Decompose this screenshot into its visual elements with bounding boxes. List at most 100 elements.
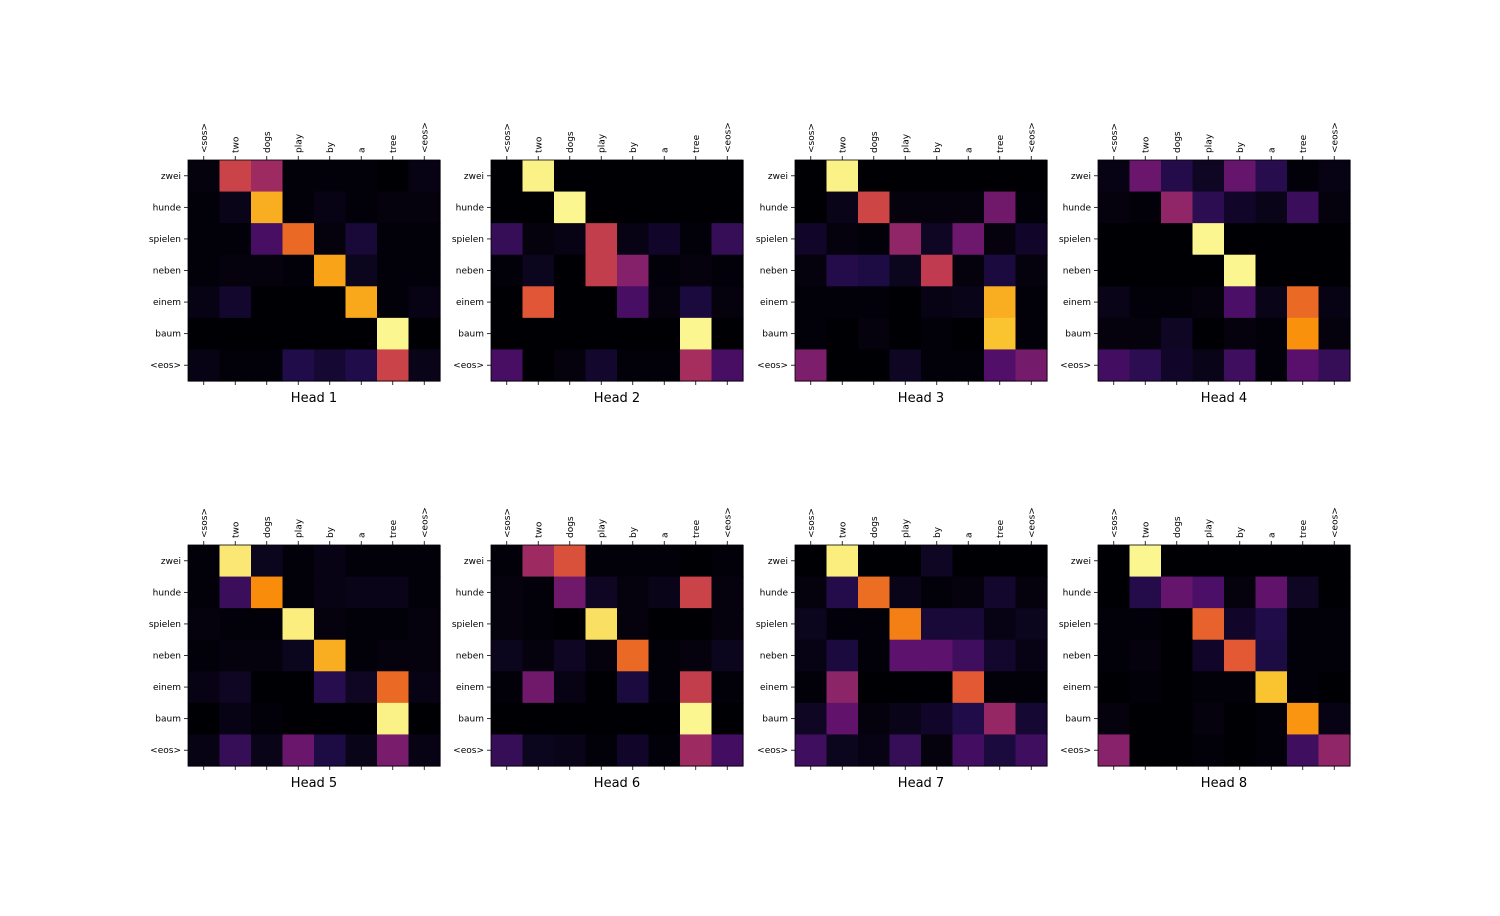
- heatmap-cell: [219, 349, 252, 382]
- y-tick-label: hunde: [153, 588, 182, 598]
- heatmap-cell: [314, 349, 347, 382]
- x-tick-label: two: [838, 521, 848, 538]
- heatmap-panel-7: <sos> two dogs play by a tree <eos> zwei hunde spi…: [756, 507, 1048, 791]
- heatmap-cell: [251, 608, 284, 641]
- heatmap-cell: [1255, 545, 1288, 578]
- heatmap-cell: [648, 608, 681, 641]
- heatmap-cell: [889, 608, 922, 641]
- x-tick-label: <sos>: [503, 123, 513, 153]
- heatmap-cell: [491, 349, 524, 382]
- heatmap-cell: [251, 223, 284, 256]
- heatmap-cell: [711, 223, 744, 256]
- heatmap-cell: [711, 608, 744, 641]
- heatmap-cell: [1318, 160, 1351, 193]
- heatmap-cell: [826, 160, 859, 193]
- heatmap-cell: [1098, 254, 1131, 287]
- heatmap-cell: [345, 671, 378, 704]
- heatmap-cell: [952, 160, 985, 193]
- heatmap-cell: [1129, 639, 1162, 672]
- heatmap-cell: [826, 223, 859, 256]
- y-tick-label: hunde: [760, 203, 789, 213]
- y-tick-label: spielen: [149, 235, 181, 245]
- y-tick-label: zwei: [1071, 557, 1091, 567]
- heatmap-cell: [921, 576, 954, 609]
- head-title: Head 6: [594, 776, 640, 791]
- heatmap-cell: [711, 317, 744, 351]
- y-tick-label: neben: [760, 267, 788, 277]
- heatmap-cell: [251, 191, 284, 224]
- x-tick-label: a: [1267, 147, 1277, 153]
- y-tick-label: zwei: [161, 557, 181, 567]
- heatmap-cell: [795, 576, 828, 609]
- y-tick-label: zwei: [768, 172, 788, 182]
- heatmap-cell: [408, 191, 441, 224]
- heatmap-cell: [408, 254, 441, 287]
- y-tick-label: <eos>: [757, 361, 788, 371]
- heatmap-panel-4: <sos> two dogs play by a tree <eos> zwei hunde spi…: [1059, 122, 1351, 406]
- x-tick-label: <eos>: [1330, 507, 1340, 538]
- heatmap-cell: [554, 545, 587, 578]
- heatmap-cell: [345, 160, 378, 193]
- heatmap-cell: [1129, 702, 1162, 736]
- heatmap-cell: [1255, 639, 1288, 672]
- heatmap-cell: [889, 317, 922, 351]
- heatmap-cell: [522, 734, 555, 767]
- heatmap-cell: [1318, 734, 1351, 767]
- heatmap-cell: [795, 545, 828, 578]
- heatmap-cell: [1161, 160, 1194, 193]
- heatmap-cell: [554, 223, 587, 256]
- heatmap-cell: [1192, 639, 1225, 672]
- heatmap-cell: [1098, 223, 1131, 256]
- x-tick-label: a: [964, 147, 974, 153]
- x-tick-label: play: [901, 133, 911, 153]
- heatmap-panel-5: <sos> two dogs play by a tree <eos> zwei hunde spi…: [149, 507, 441, 791]
- heatmap-cell: [952, 734, 985, 767]
- heatmap-cell: [314, 734, 347, 767]
- x-tick-label: by: [1236, 526, 1246, 538]
- heatmap-cell: [585, 191, 618, 224]
- heatmap-cell: [795, 317, 828, 351]
- heatmap-cell: [491, 286, 524, 319]
- heatmap-cell: [1224, 254, 1257, 287]
- heatmap-cell: [585, 160, 618, 193]
- heatmap-cell: [554, 576, 587, 609]
- heatmap-cell: [188, 734, 221, 767]
- heatmap-cell: [1098, 671, 1131, 704]
- x-tick-label: by: [1236, 141, 1246, 153]
- heatmap-cell: [617, 576, 650, 609]
- heatmap-cell: [921, 702, 954, 736]
- heatmap-cell: [585, 702, 618, 736]
- heatmap-cell: [984, 639, 1017, 672]
- heatmap-cell: [889, 576, 922, 609]
- x-tick-label: dogs: [263, 131, 273, 153]
- heatmap-cell: [345, 702, 378, 736]
- heatmap-cell: [648, 671, 681, 704]
- y-tick-label: einem: [760, 298, 788, 308]
- heatmap-cell: [1287, 576, 1320, 609]
- heatmap-cell: [1318, 671, 1351, 704]
- heatmap-cell: [188, 286, 221, 319]
- heatmap-cell: [648, 286, 681, 319]
- heatmap-cell: [585, 349, 618, 382]
- heatmap-cell: [314, 223, 347, 256]
- heatmap-cell: [1129, 576, 1162, 609]
- heatmap-cell: [377, 671, 410, 704]
- heatmap-cell: [826, 734, 859, 767]
- heatmap-cell: [282, 671, 315, 704]
- heatmap-cell: [251, 702, 284, 736]
- heatmap-cell: [491, 608, 524, 641]
- heatmap-cell: [1098, 160, 1131, 193]
- heatmap-cell: [711, 576, 744, 609]
- heatmap-cell: [795, 223, 828, 256]
- heatmap-cell: [1318, 639, 1351, 672]
- heatmap-cell: [1192, 702, 1225, 736]
- x-tick-label: dogs: [1173, 516, 1183, 538]
- x-tick-label: <sos>: [200, 123, 210, 153]
- heatmap-cell: [251, 545, 284, 578]
- heatmap-cell: [952, 317, 985, 351]
- heatmap-cell: [1129, 286, 1162, 319]
- y-tick-label: einem: [1063, 298, 1091, 308]
- y-tick-label: hunde: [760, 588, 789, 598]
- heatmap-cell: [952, 608, 985, 641]
- heatmap-cell: [1287, 671, 1320, 704]
